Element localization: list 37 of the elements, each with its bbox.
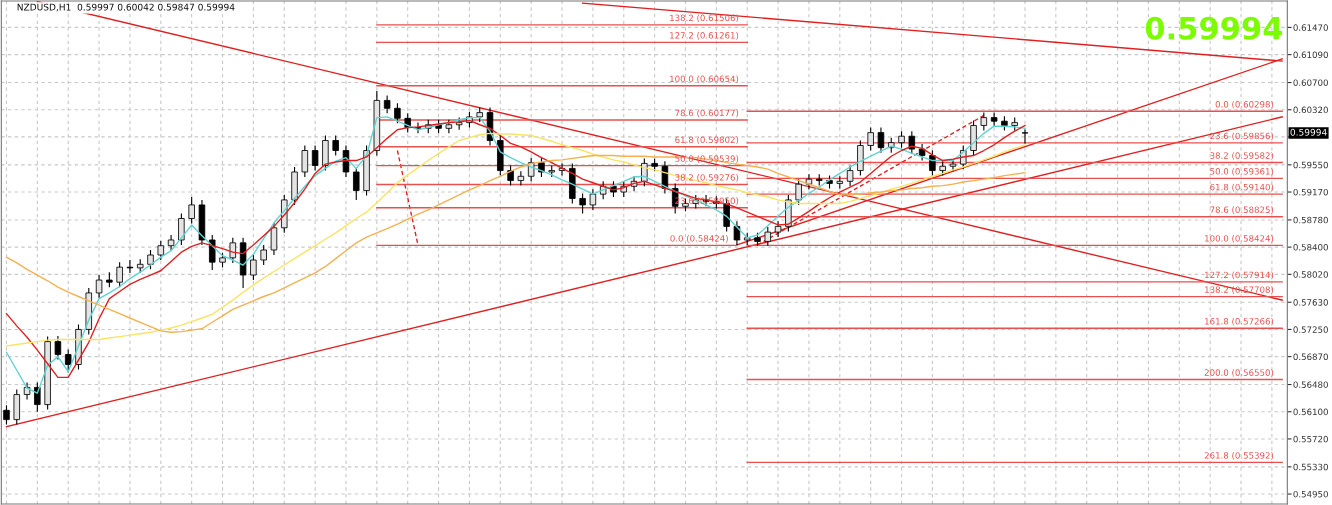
y-tick-label: 0.56480 bbox=[1293, 381, 1328, 388]
y-tick-label: 0.54950 bbox=[1293, 490, 1328, 498]
series-label: 23.6 (0.59856) bbox=[1210, 132, 1274, 141]
series-label: 100.0 (0.60654) bbox=[670, 75, 739, 84]
y-tick-label: 0.57250 bbox=[1293, 326, 1328, 333]
y-tick-label: 0.59550 bbox=[1293, 161, 1328, 169]
series-label: 50.0 (0.59361) bbox=[1210, 167, 1274, 176]
series-label: 200.0 (0.56550) bbox=[1204, 369, 1274, 377]
y-tick-label: 0.56870 bbox=[1293, 353, 1328, 361]
series-label: 261.8 (0.55392) bbox=[1204, 452, 1274, 460]
y-tick-label: 0.56100 bbox=[1293, 408, 1328, 416]
series-label: 38.2 (0.59582) bbox=[1210, 152, 1274, 160]
y-tick-label: 0.55330 bbox=[1293, 463, 1328, 471]
series-label: 0.0 (0.60298) bbox=[1215, 100, 1274, 109]
y-tick-label: 0.60700 bbox=[1293, 79, 1328, 86]
series-label: 61.8 (0.59802) bbox=[675, 136, 739, 145]
y-tick-label: 0.58400 bbox=[1293, 244, 1328, 251]
series-label: 138.2 (0.61506) bbox=[670, 14, 739, 23]
annotation: 0.59994 bbox=[1145, 16, 1283, 40]
series-label: 78.6 (0.58825) bbox=[1210, 206, 1274, 214]
text: 0.59994 bbox=[1290, 128, 1327, 136]
y-tick-label: 0.55720 bbox=[1293, 435, 1328, 443]
series-label: 78.6 (0.60177) bbox=[675, 109, 739, 118]
series-label: 161.8 (0.57266) bbox=[1205, 317, 1274, 326]
chart-title: NZDUSD,H1 0.59997 0.60042 0.59847 0.59994 bbox=[17, 3, 235, 12]
series-label: 100.0 (0.58424) bbox=[1205, 235, 1274, 243]
series-label: 127.2 (0.57914) bbox=[1205, 271, 1274, 280]
y-tick-label: 0.60320 bbox=[1293, 106, 1328, 114]
series-label: 61.8 (0.59140) bbox=[1210, 183, 1274, 192]
y-tick-label: 0.61090 bbox=[1293, 51, 1328, 59]
series-label: 0.0 (0.58424) bbox=[670, 235, 728, 243]
series-label: 127.2 (0.61261) bbox=[670, 31, 739, 40]
y-tick-label: 0.58780 bbox=[1293, 216, 1328, 224]
y-tick-label: 0.59170 bbox=[1293, 188, 1328, 196]
y-tick-label: 0.57630 bbox=[1293, 299, 1328, 306]
y-tick-label: 0.58020 bbox=[1293, 271, 1328, 278]
y-tick-label: 0.61470 bbox=[1293, 24, 1328, 31]
